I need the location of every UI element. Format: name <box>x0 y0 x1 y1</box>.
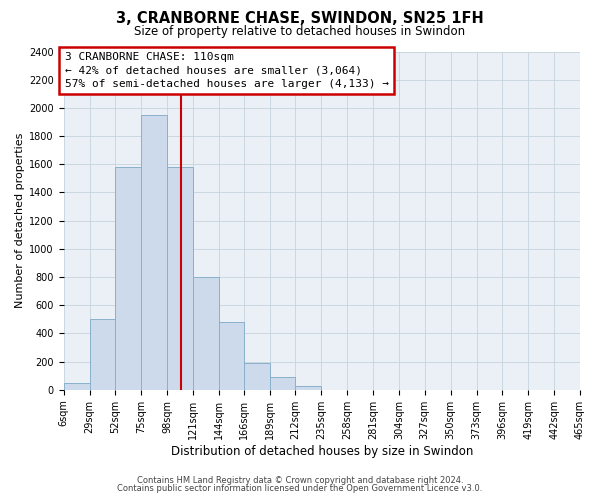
Bar <box>115 167 141 390</box>
Text: 3 CRANBORNE CHASE: 110sqm
← 42% of detached houses are smaller (3,064)
57% of se: 3 CRANBORNE CHASE: 110sqm ← 42% of detac… <box>65 52 389 88</box>
Bar <box>89 320 115 390</box>
Bar <box>167 167 193 390</box>
Text: 3, CRANBORNE CHASE, SWINDON, SN25 1FH: 3, CRANBORNE CHASE, SWINDON, SN25 1FH <box>116 11 484 26</box>
Y-axis label: Number of detached properties: Number of detached properties <box>15 133 25 308</box>
Bar <box>295 386 321 390</box>
Text: Contains HM Land Registry data © Crown copyright and database right 2024.: Contains HM Land Registry data © Crown c… <box>137 476 463 485</box>
Bar <box>269 377 295 390</box>
X-axis label: Distribution of detached houses by size in Swindon: Distribution of detached houses by size … <box>170 444 473 458</box>
Bar <box>219 322 244 390</box>
Bar <box>64 383 89 390</box>
Text: Contains public sector information licensed under the Open Government Licence v3: Contains public sector information licen… <box>118 484 482 493</box>
Bar <box>244 363 269 390</box>
Bar <box>141 115 167 390</box>
Text: Size of property relative to detached houses in Swindon: Size of property relative to detached ho… <box>134 25 466 38</box>
Bar <box>193 277 219 390</box>
